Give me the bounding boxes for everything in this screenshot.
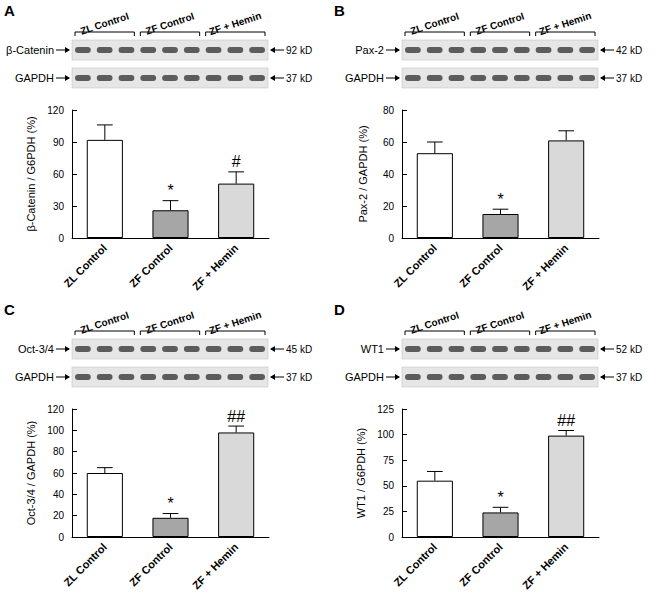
svg-text:ZL Control: ZL Control <box>409 10 461 36</box>
svg-text:30: 30 <box>53 201 65 212</box>
svg-text:ZF + Hemin: ZF + Hemin <box>520 242 571 293</box>
svg-text:Oct-3/4 / GAPDH (%): Oct-3/4 / GAPDH (%) <box>25 421 37 526</box>
svg-text:42 kD: 42 kD <box>616 45 642 56</box>
svg-text:*: * <box>167 495 173 512</box>
svg-text:ZL Control: ZL Control <box>391 242 439 290</box>
svg-text:ZL Control: ZL Control <box>409 309 461 335</box>
svg-text:ZL Control: ZL Control <box>79 309 131 335</box>
svg-text:D: D <box>334 301 345 318</box>
svg-text:ZF + Hemin: ZF + Hemin <box>208 309 263 336</box>
svg-text:75: 75 <box>383 455 395 466</box>
svg-text:60: 60 <box>53 169 65 180</box>
svg-text:80: 80 <box>383 105 395 116</box>
svg-text:20: 20 <box>53 510 65 521</box>
svg-text:25: 25 <box>383 506 395 517</box>
svg-text:##: ## <box>557 412 575 429</box>
svg-text:ZF Control: ZF Control <box>144 10 196 36</box>
svg-text:C: C <box>4 301 15 318</box>
svg-text:90: 90 <box>53 137 65 148</box>
svg-text:120: 120 <box>47 404 64 415</box>
svg-text:37 kD: 37 kD <box>616 73 642 84</box>
svg-text:ZF Control: ZF Control <box>474 309 526 335</box>
svg-text:100: 100 <box>47 425 64 436</box>
svg-text:GAPDH: GAPDH <box>15 72 54 84</box>
svg-text:ZF + Hemin: ZF + Hemin <box>538 309 593 336</box>
svg-text:0: 0 <box>388 532 394 543</box>
svg-text:Oct-3/4: Oct-3/4 <box>18 343 54 355</box>
svg-text:B: B <box>334 2 345 19</box>
svg-text:Pax-2 / GAPDH (%): Pax-2 / GAPDH (%) <box>357 125 369 222</box>
svg-text:β-Catenin / G6PDH (%): β-Catenin / G6PDH (%) <box>25 116 37 231</box>
svg-text:125: 125 <box>377 404 394 415</box>
svg-text:ZF Control: ZF Control <box>474 10 526 36</box>
svg-text:*: * <box>167 182 173 199</box>
svg-text:0: 0 <box>58 233 64 244</box>
svg-text:ZL Control: ZL Control <box>391 541 439 589</box>
svg-text:37 kD: 37 kD <box>616 372 642 383</box>
svg-text:ZF + Hemin: ZF + Hemin <box>190 541 241 592</box>
svg-text:*: * <box>497 191 503 208</box>
svg-text:Pax-2: Pax-2 <box>355 44 384 56</box>
svg-text:A: A <box>4 2 15 19</box>
svg-text:120: 120 <box>47 105 64 116</box>
svg-text:92 kD: 92 kD <box>286 45 312 56</box>
svg-text:0: 0 <box>58 532 64 543</box>
svg-text:ZF + Hemin: ZF + Hemin <box>538 10 593 37</box>
svg-text:40: 40 <box>53 489 65 500</box>
svg-text:ZF Control: ZF Control <box>144 309 196 335</box>
svg-text:ZF + Hemin: ZF + Hemin <box>520 541 571 592</box>
svg-text:60: 60 <box>53 468 65 479</box>
svg-text:100: 100 <box>377 429 394 440</box>
svg-text:0: 0 <box>388 233 394 244</box>
svg-text:##: ## <box>227 408 245 425</box>
svg-text:45 kD: 45 kD <box>286 344 312 355</box>
svg-text:37 kD: 37 kD <box>286 372 312 383</box>
svg-text:37 kD: 37 kD <box>286 73 312 84</box>
svg-text:GAPDH: GAPDH <box>345 72 384 84</box>
svg-text:ZF Control: ZF Control <box>127 541 175 589</box>
svg-text:80: 80 <box>53 446 65 457</box>
svg-text:β-Catenin: β-Catenin <box>6 44 54 56</box>
svg-text:ZF + Hemin: ZF + Hemin <box>208 10 263 37</box>
svg-text:GAPDH: GAPDH <box>345 371 384 383</box>
svg-text:ZL Control: ZL Control <box>61 541 109 589</box>
svg-text:*: * <box>497 489 503 506</box>
svg-text:40: 40 <box>383 169 395 180</box>
svg-text:#: # <box>232 153 241 170</box>
svg-text:ZF + Hemin: ZF + Hemin <box>190 242 241 293</box>
svg-text:WT1: WT1 <box>361 343 384 355</box>
svg-text:60: 60 <box>383 137 395 148</box>
svg-text:ZF Control: ZF Control <box>127 242 175 290</box>
svg-text:20: 20 <box>383 201 395 212</box>
svg-text:GAPDH: GAPDH <box>15 371 54 383</box>
svg-text:ZF Control: ZF Control <box>457 541 505 589</box>
svg-text:50: 50 <box>383 480 395 491</box>
svg-text:52 kD: 52 kD <box>616 344 642 355</box>
svg-text:ZL Control: ZL Control <box>79 10 131 36</box>
svg-text:ZF Control: ZF Control <box>457 242 505 290</box>
svg-text:WT1 / G6PDH (%): WT1 / G6PDH (%) <box>355 428 367 518</box>
svg-text:ZL Control: ZL Control <box>61 242 109 290</box>
